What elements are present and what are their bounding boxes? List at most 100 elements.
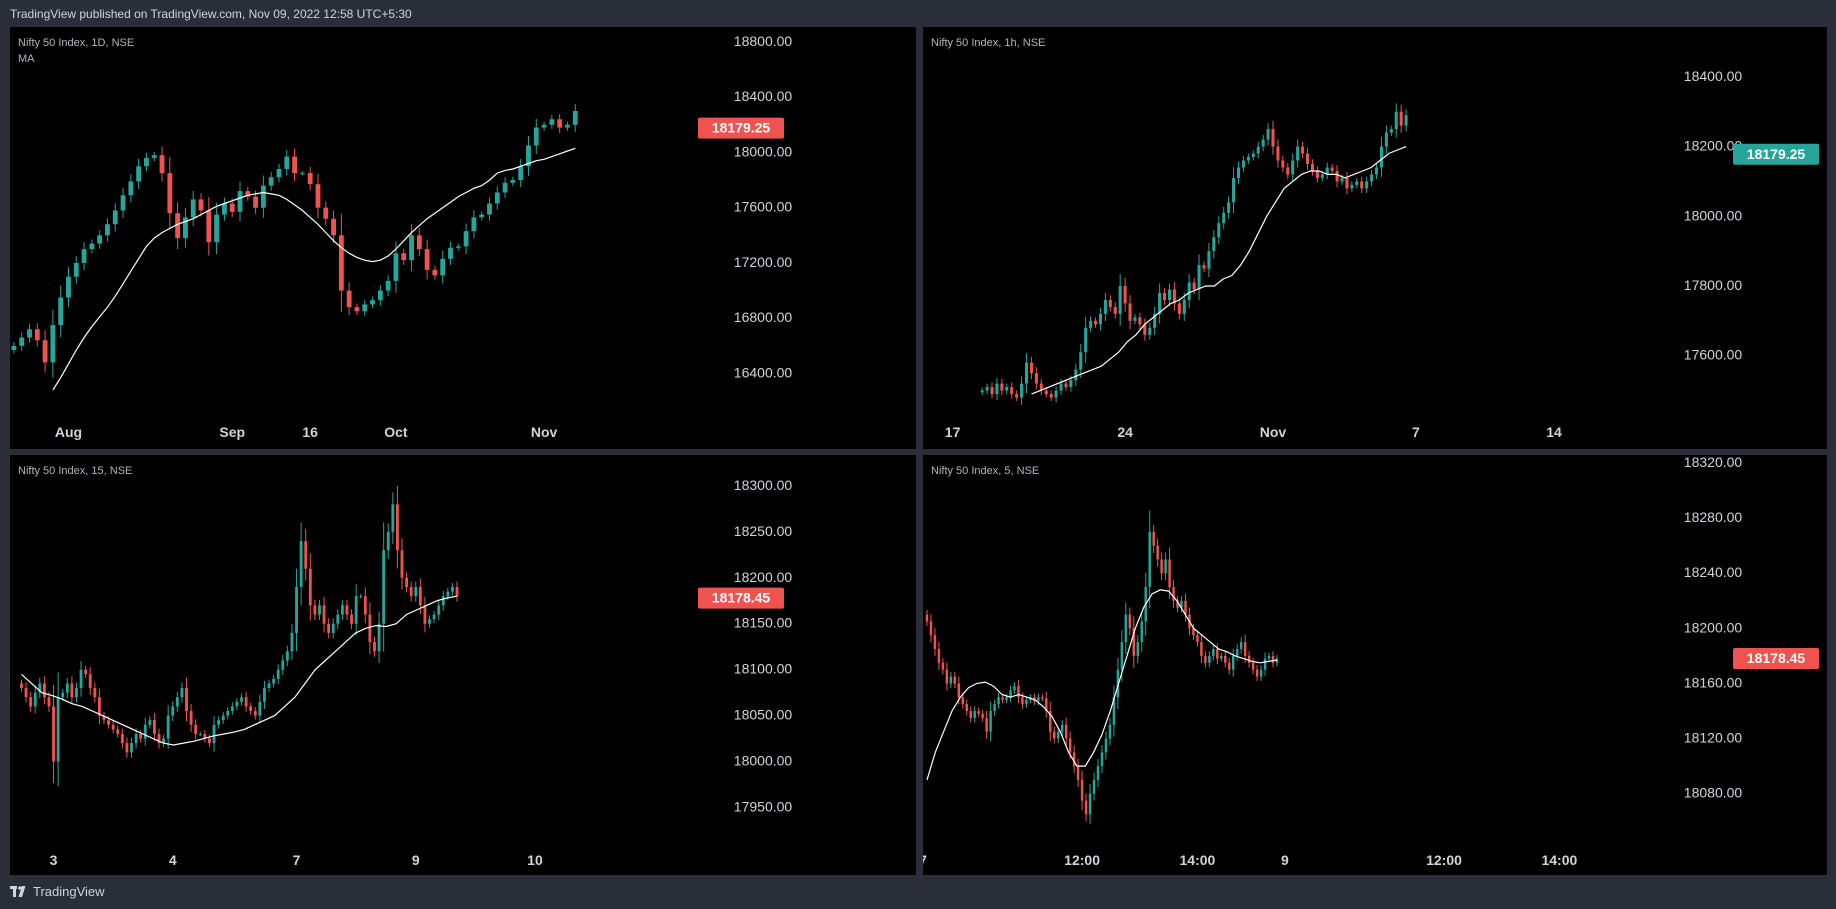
candle-body (20, 683, 23, 689)
candle-body (1080, 779, 1084, 801)
time-axis-label: 14:00 (1541, 852, 1577, 868)
chart-canvas-15min[interactable]: 17950.00 18000.00 18050.00 18100.00 18150.00… (10, 455, 916, 875)
candle-body (111, 724, 115, 730)
chart-legend: Nifty 50 Index, 1D, NSE MA (18, 37, 135, 65)
candle-body (451, 587, 454, 592)
tradingview-logo[interactable]: TradingView (10, 884, 105, 899)
candle-body (1029, 362, 1033, 374)
chart-panel-5min[interactable]: 18080.00 18120.00 18160.00 18200.00 18240.00… (923, 455, 1827, 875)
time-axis-label: 16 (302, 424, 318, 440)
candle-body (949, 676, 953, 684)
candle-body (1345, 177, 1349, 189)
time-axis-label: 24 (1117, 424, 1133, 440)
candle-body (1276, 146, 1280, 161)
time-axis-label: 9 (412, 852, 420, 868)
candle-body (965, 704, 968, 711)
candle-body (157, 733, 161, 744)
chart-panel-15min[interactable]: 17950.00 18000.00 18050.00 18100.00 18150.00… (10, 455, 916, 875)
candle-body (1025, 699, 1028, 705)
price-axis-label: 16400.00 (734, 364, 793, 380)
candle-body (1133, 317, 1137, 321)
chart-canvas-5min[interactable]: 18080.00 18120.00 18160.00 18200.00 18240.00… (923, 455, 1827, 875)
candle-body (143, 724, 147, 739)
candle-body (151, 155, 157, 158)
candle-body (244, 697, 248, 707)
candle-body (107, 720, 110, 725)
candle-body (1176, 600, 1179, 608)
candle-body (1160, 559, 1163, 574)
candle-body (1301, 146, 1305, 154)
candle-body (1247, 655, 1251, 663)
candle-body (1216, 649, 1219, 659)
candle-body (1017, 686, 1020, 698)
candle-body (941, 662, 945, 670)
candle-body (38, 683, 42, 693)
candles (11, 103, 578, 378)
chart-canvas-daily[interactable]: 16400.00 16800.00 17200.00 17600.00 18000.00… (10, 27, 916, 449)
publish-note: TradingView published on TradingView.com… (10, 7, 412, 21)
candle-body (58, 297, 64, 326)
candle-body (549, 119, 555, 125)
candle-body (152, 720, 156, 734)
candle-body (494, 192, 500, 204)
candle-body (331, 218, 336, 236)
chart-panel-daily[interactable]: 16400.00 16800.00 17200.00 17600.00 18000.00… (10, 27, 916, 449)
candle-body (1168, 559, 1171, 587)
legend-symbol: Nifty 50 Index (931, 465, 999, 477)
candle-body (1163, 292, 1167, 300)
candle-body (189, 711, 193, 725)
price-axis-label: 17600.00 (734, 199, 793, 215)
chart-panel-hourly[interactable]: 17600.00 17800.00 18000.00 18200.00 18400.00… (923, 27, 1827, 449)
time-axis-label: Nov (1260, 424, 1287, 440)
candle-body (455, 587, 459, 597)
candle-body (183, 217, 188, 239)
candle-body (1360, 181, 1364, 189)
candle-body (368, 614, 372, 643)
candle-body (1207, 251, 1211, 269)
candle-body (1108, 299, 1112, 307)
last-price-badge (1733, 143, 1819, 165)
candle-body (1291, 160, 1295, 175)
candle-body (1094, 320, 1098, 325)
candle-body (1330, 167, 1334, 171)
legend-interval: 1D (91, 37, 106, 49)
candle-body (1152, 531, 1155, 546)
candle-body (11, 345, 17, 350)
candle-body (285, 651, 289, 661)
candle-body (428, 619, 431, 624)
candle-body (1384, 132, 1388, 147)
chart-canvas-hourly[interactable]: 17600.00 17800.00 18000.00 18200.00 18400.00… (923, 27, 1827, 449)
candle-body (240, 697, 243, 702)
candle-body (34, 329, 40, 341)
candle-body (136, 166, 142, 182)
candle-body (1202, 265, 1206, 269)
candle-body (206, 210, 212, 243)
candle-body (1064, 724, 1068, 739)
candle-body (386, 531, 390, 551)
candle-body (455, 246, 461, 248)
candle-body (1021, 697, 1024, 705)
candle-body (1069, 380, 1073, 388)
candle-body (363, 596, 367, 615)
candle-body (416, 235, 422, 250)
price-axis-label: 18050.00 (734, 707, 793, 723)
candle-body (957, 683, 961, 698)
candle-body (307, 173, 313, 185)
candle-body (1208, 655, 1211, 663)
last-price-value: 18179.25 (1747, 146, 1806, 162)
candle-body (377, 623, 381, 652)
candle-body (1251, 153, 1255, 158)
candles (20, 486, 459, 787)
candle-body (93, 688, 97, 698)
candle-body (290, 632, 294, 652)
candle-body (139, 733, 143, 739)
candle-body (171, 706, 175, 716)
candle-body (214, 214, 220, 243)
candle-body (1045, 698, 1048, 711)
candle-body (1153, 313, 1157, 328)
candle-body (128, 181, 134, 196)
candle-body (977, 711, 980, 714)
candles (980, 103, 1408, 405)
candle-body (359, 596, 363, 598)
candle-body (1056, 731, 1060, 739)
